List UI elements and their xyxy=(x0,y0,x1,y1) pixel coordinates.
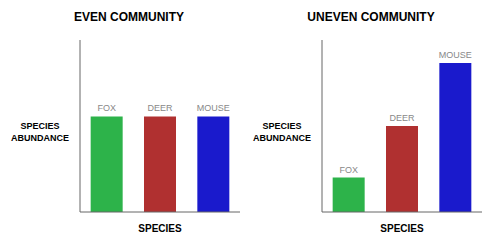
svg-text:FOX: FOX xyxy=(339,165,358,175)
svg-text:MOUSE: MOUSE xyxy=(439,50,472,60)
svg-text:SPECIES: SPECIES xyxy=(380,223,424,234)
html-text:ABUNDANCE: ABUNDANCE xyxy=(11,133,69,143)
html-text:SPECIES: SPECIES xyxy=(262,121,302,131)
html-text:UNEVEN COMMUNITY: UNEVEN COMMUNITY xyxy=(307,10,435,24)
html-text:EVEN COMMUNITY: EVEN COMMUNITY xyxy=(74,10,184,24)
svg-text:DEER: DEER xyxy=(389,113,415,123)
html-text:SPECIES: SPECIES xyxy=(20,121,60,131)
html-text:ABUNDANCE: ABUNDANCE xyxy=(253,133,311,143)
svg-text:DEER: DEER xyxy=(147,103,173,113)
svg-text:SPECIES: SPECIES xyxy=(138,223,182,234)
svg-text:MOUSE: MOUSE xyxy=(197,103,230,113)
svg-text:FOX: FOX xyxy=(97,103,116,113)
